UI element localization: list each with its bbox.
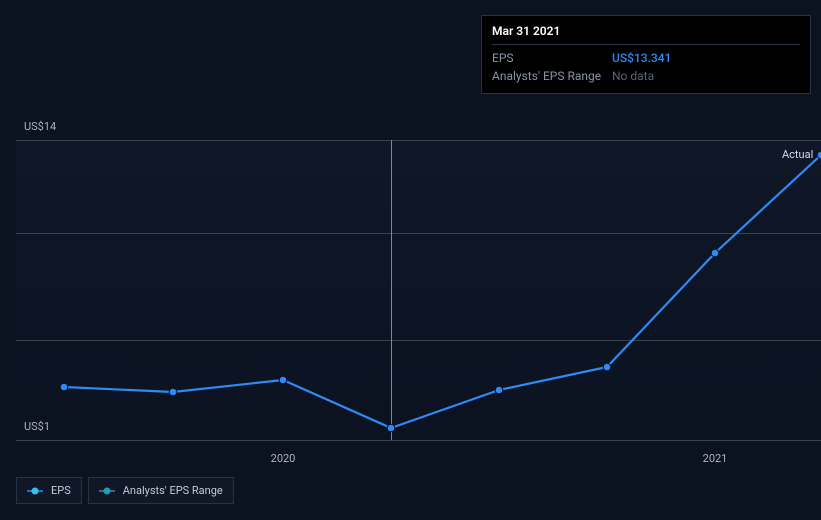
tooltip-value: US$13.341 <box>612 51 671 65</box>
chart-tooltip: Mar 31 2021 EPS US$13.341 Analysts' EPS … <box>481 15 811 94</box>
legend-item-eps[interactable]: EPS <box>16 477 82 504</box>
legend-item-analysts-range[interactable]: Analysts' EPS Range <box>88 477 234 504</box>
legend-label: EPS <box>51 484 71 497</box>
tooltip-row-eps: EPS US$13.341 <box>492 49 800 67</box>
tooltip-label: Analysts' EPS Range <box>492 69 612 83</box>
tooltip-date: Mar 31 2021 <box>492 24 800 45</box>
tooltip-row-range: Analysts' EPS Range No data <box>492 67 800 85</box>
eps-chart: US$14 US$1 2020 2021 Actual Mar 31 2021 … <box>16 0 821 440</box>
legend-label: Analysts' EPS Range <box>123 484 223 497</box>
legend-swatch-icon <box>99 487 115 495</box>
chart-legend: EPS Analysts' EPS Range <box>16 477 234 504</box>
legend-swatch-icon <box>27 487 43 495</box>
x-axis-label: 2021 <box>703 452 728 465</box>
tooltip-label: EPS <box>492 51 612 65</box>
tooltip-value: No data <box>612 69 654 83</box>
x-axis-label: 2020 <box>271 452 296 465</box>
